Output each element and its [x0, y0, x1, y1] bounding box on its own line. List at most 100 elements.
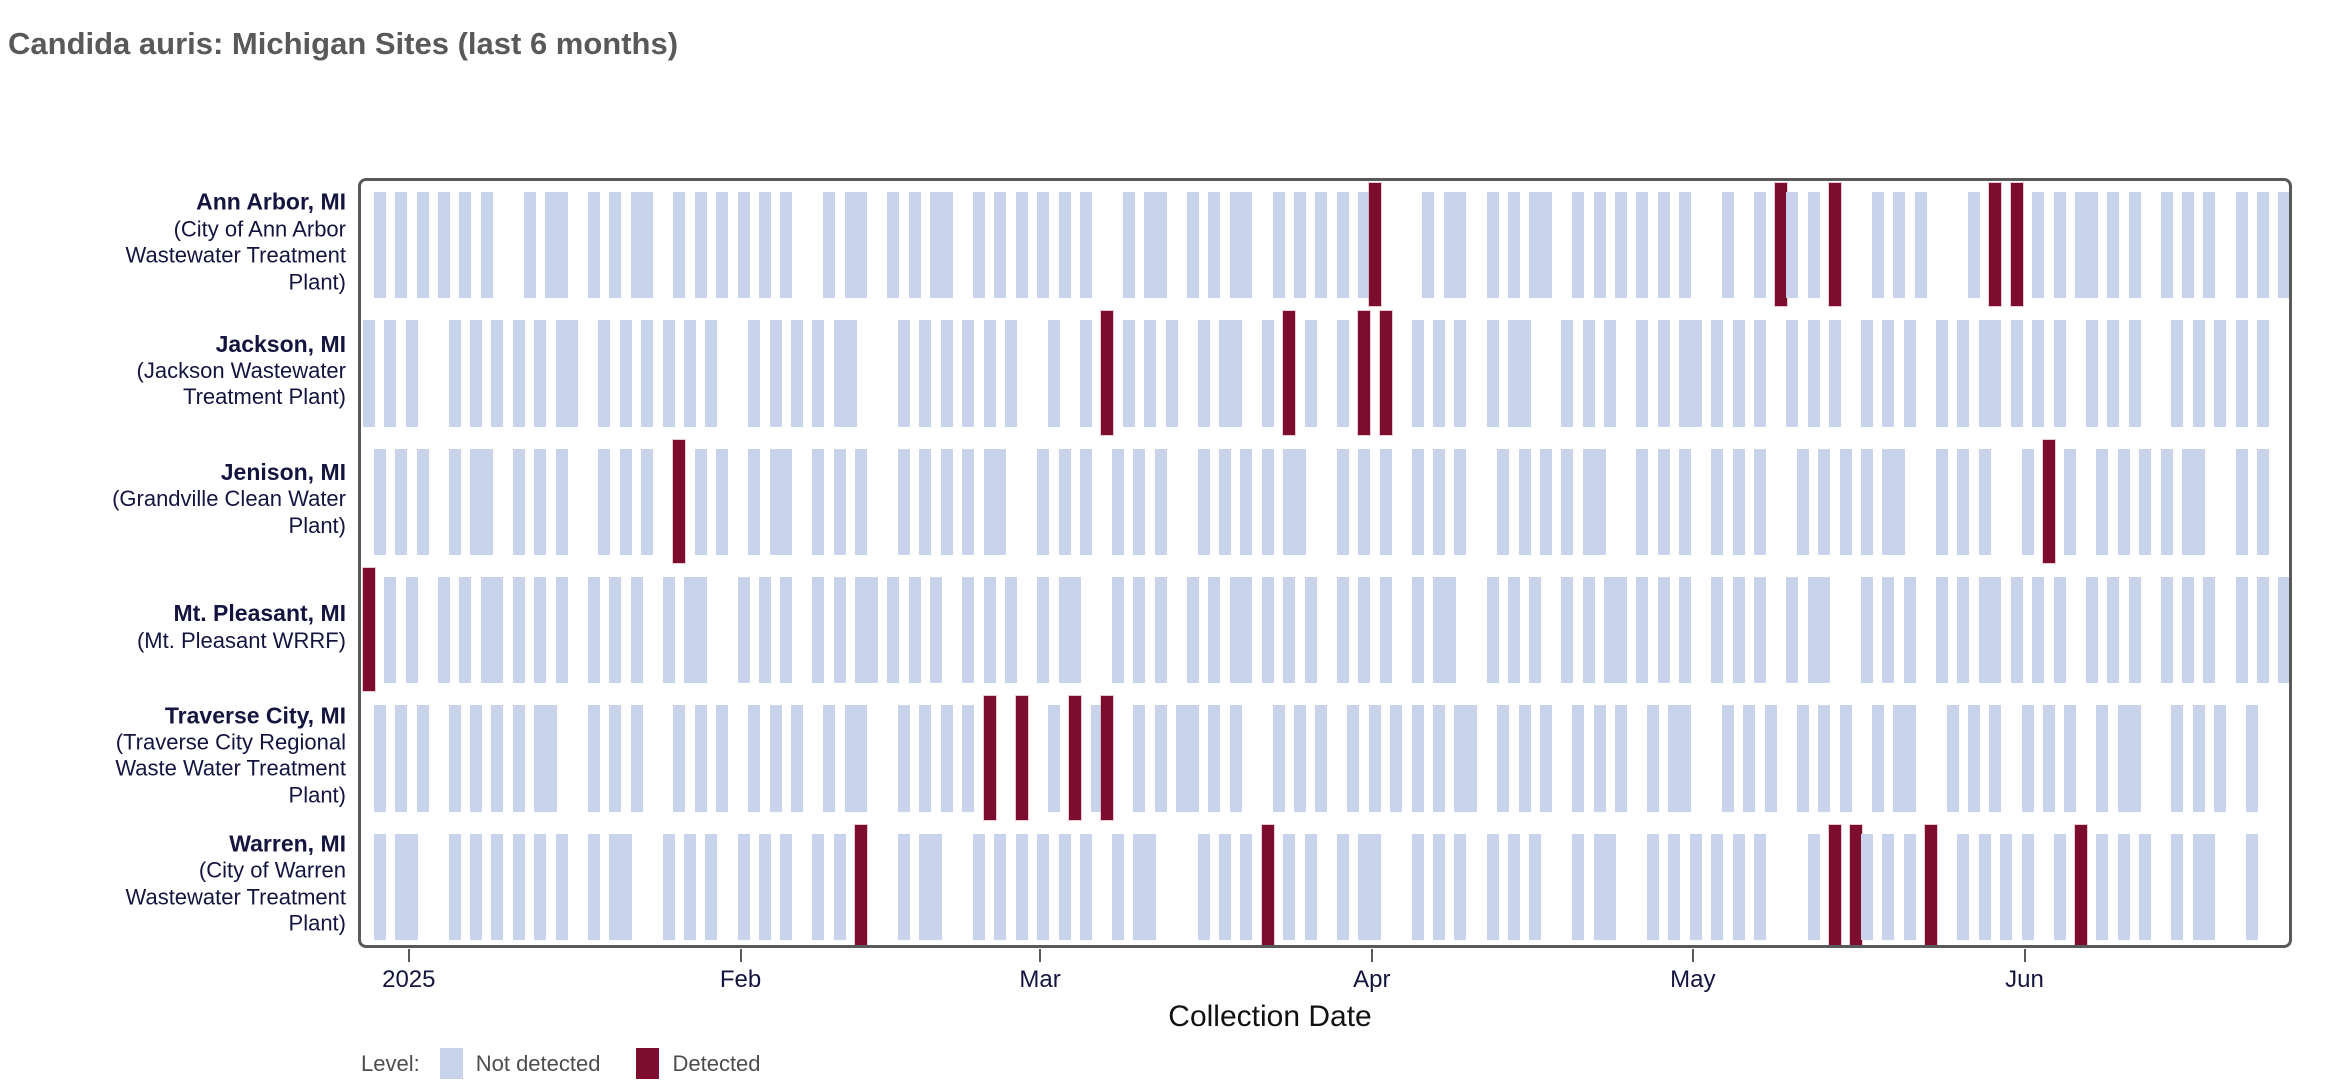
not-detected-bar [673, 192, 686, 299]
not-detected-bar [1486, 192, 1499, 299]
not-detected-bar [2107, 320, 2120, 427]
not-detected-bar [1636, 448, 1649, 555]
not-detected-bar [737, 577, 750, 684]
not-detected-bar [609, 833, 622, 940]
not-detected-bar [512, 705, 525, 812]
not-detected-bar [1754, 833, 1766, 940]
site-facility: (Jackson Wastewater Treatment Plant) [136, 357, 346, 410]
not-detected-bar [2128, 320, 2141, 427]
site-label: Traverse City, MI (Traverse City Regional… [91, 702, 346, 809]
site-label: Warren, MI (City of Warren Wastewater Tre… [91, 830, 346, 937]
not-detected-bar [1647, 833, 1659, 940]
not-detected-bar [1614, 192, 1627, 299]
not-detected-bar [833, 833, 846, 940]
not-detected-bar [1261, 448, 1274, 555]
not-detected-bar [1219, 320, 1231, 427]
not-detected-bar [1079, 320, 1092, 427]
not-detected-bar [1818, 448, 1831, 555]
not-detected-bar [1411, 833, 1424, 940]
not-detected-bar [609, 192, 622, 299]
site-name: Jenison, MI [220, 458, 346, 485]
not-detected-bar [898, 833, 910, 940]
not-detected-bar [2278, 577, 2289, 684]
not-detected-bar [512, 577, 525, 684]
not-detected-bar [2160, 448, 2173, 555]
not-detected-bar [448, 833, 461, 940]
not-detected-bar [694, 192, 707, 299]
not-detected-bar [373, 833, 386, 940]
not-detected-bar [962, 577, 975, 684]
x-tick [2023, 949, 2026, 962]
not-detected-bar [780, 833, 793, 940]
not-detected-bar [2246, 705, 2259, 812]
not-detected-bar [1636, 192, 1649, 299]
not-detected-bar [1903, 705, 1916, 812]
not-detected-bar [416, 448, 429, 555]
not-detected-bar [1914, 192, 1927, 299]
not-detected-bar [480, 192, 493, 299]
not-detected-bar [1593, 705, 1606, 812]
not-detected-bar [448, 448, 461, 555]
not-detected-bar [812, 448, 825, 555]
not-detected-bar [2182, 192, 2194, 299]
not-detected-bar [1433, 705, 1445, 812]
not-detected-bar [694, 448, 707, 555]
not-detected-bar [1261, 320, 1274, 427]
not-detected-bar [1037, 577, 1050, 684]
not-detected-bar [2139, 833, 2152, 940]
not-detected-bar [780, 192, 793, 299]
not-detected-bar [1679, 705, 1692, 812]
not-detected-bar [1968, 705, 1980, 812]
not-detected-bar [1272, 192, 1285, 299]
not-detected-bar [1229, 192, 1242, 299]
not-detected-bar [1689, 833, 1702, 940]
not-detected-bar [544, 192, 557, 299]
not-detected-bar [405, 833, 418, 940]
not-detected-bar [1272, 705, 1285, 812]
not-detected-bar [480, 577, 493, 684]
not-detected-bar [2096, 833, 2109, 940]
not-detected-swatch [439, 1048, 463, 1079]
not-detected-bar [1229, 320, 1242, 427]
not-detected-bar [1283, 833, 1296, 940]
not-detected-bar [1304, 320, 1317, 427]
not-detected-bar [2085, 577, 2098, 684]
not-detected-bar [1807, 320, 1820, 427]
not-detected-bar [373, 705, 386, 812]
not-detected-bar [1572, 833, 1585, 940]
not-detected-bar [2000, 833, 2013, 940]
detected-bar [1069, 696, 1082, 820]
not-detected-bar [1122, 192, 1135, 299]
not-detected-bar [1561, 448, 1574, 555]
not-detected-bar [470, 448, 482, 555]
site-facility: (Grandville Clean Water Plant) [112, 486, 346, 538]
not-detected-bar [1293, 705, 1306, 812]
not-detected-bar [908, 577, 921, 684]
not-detected-bar [769, 448, 782, 555]
not-detected-bar [641, 192, 654, 299]
not-detected-bar [1935, 320, 1948, 427]
not-detected-bar [1871, 705, 1884, 812]
not-detected-bar [1604, 577, 1617, 684]
not-detected-bar [1433, 320, 1445, 427]
not-detected-bar [2053, 192, 2066, 299]
not-detected-bar [1861, 833, 1873, 940]
not-detected-bar [405, 577, 418, 684]
not-detected-bar [491, 833, 504, 940]
not-detected-bar [1005, 577, 1017, 684]
not-detected-bar [2182, 577, 2194, 684]
not-detected-bar [1336, 192, 1349, 299]
not-detected-bar [2128, 192, 2141, 299]
not-detected-bar [1786, 320, 1799, 427]
not-detected-bar [716, 705, 729, 812]
not-detected-bar [1754, 192, 1766, 299]
not-detected-bar [1732, 833, 1745, 940]
not-detected-bar [1433, 833, 1445, 940]
not-detected-bar [1154, 192, 1167, 299]
not-detected-bar [1540, 448, 1552, 555]
not-detected-bar [1839, 705, 1852, 812]
not-detected-bar [2235, 448, 2248, 555]
not-detected-bar [1978, 577, 1991, 684]
not-detected-bar [1005, 320, 1017, 427]
